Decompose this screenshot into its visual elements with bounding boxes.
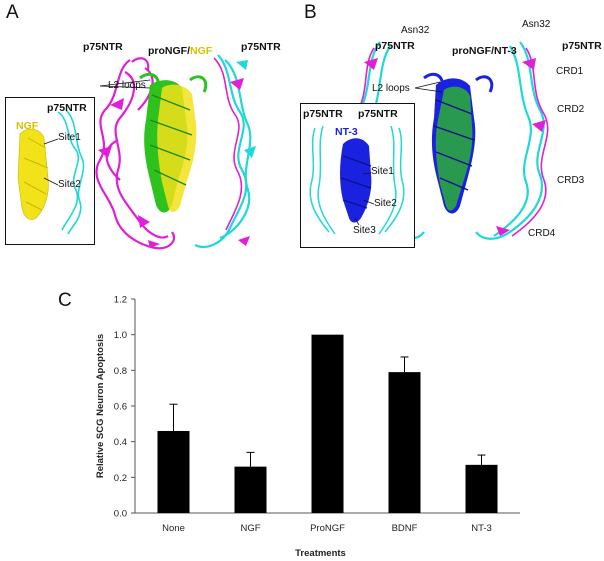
p75-right-chain [194, 54, 252, 248]
panel-a-inset-leaders [43, 138, 59, 186]
x-category-label: None [162, 523, 185, 534]
panel-b-l2-leaders [414, 81, 443, 93]
panel-a-letter: A [6, 2, 19, 23]
y-tick-label: 0.2 [114, 473, 127, 484]
panel-b-asn-left: Asn32 [401, 25, 430, 36]
panel-a-inset-art [17, 109, 85, 235]
panel-a-structure: p75NTR proNGF/NGF p75NTR L2 loops p75NTR… [0, 0, 300, 275]
y-tick-label: 0.6 [114, 402, 127, 413]
p75-right-overlay [213, 57, 243, 231]
panel-b-crd4: CRD4 [528, 228, 556, 239]
panel-b-p75-right: p75NTR [562, 40, 602, 52]
panel-b-inset-leaders [354, 172, 375, 226]
panel-a-complex-post: NGF [190, 45, 213, 57]
panel-a-p75-right-label: p75NTR [241, 41, 281, 53]
panel-a-l2-label: L2 loops [108, 80, 146, 91]
bar [234, 466, 267, 513]
panel-a-inset-site2: Site2 [58, 179, 81, 190]
panel-b-letter: B [304, 2, 317, 23]
panel-a-inset-ngf-label: NGF [16, 120, 39, 132]
x-category-label: BDNF [392, 523, 418, 534]
y-tick-label: 1.2 [114, 295, 127, 306]
panel-b-inset-p75-right: p75NTR [358, 108, 398, 120]
panel-b-l2-label: L2 loops [372, 83, 410, 94]
panel-b-crd3: CRD3 [557, 175, 585, 186]
panel-b-inset-site1: Site1 [371, 166, 394, 177]
bar [465, 464, 498, 513]
panel-b-crd2: CRD2 [557, 104, 585, 115]
x-category-label: NGF [240, 523, 260, 534]
panel-a-inset: p75NTR NGF Site1 Site2 [5, 97, 95, 245]
panel-b-crd1: CRD1 [556, 66, 584, 77]
x-axis-title: Treatments [295, 548, 346, 559]
panel-b-inset-nt3: NT-3 [335, 126, 358, 138]
panel-b-complex: proNGF/NT-3 [452, 45, 517, 57]
panel-b-inset-site2: Site2 [374, 198, 397, 209]
panel-b-inset-site3: Site3 [353, 225, 376, 236]
y-axis-title: Relative SCG Neuron Apoptosis [95, 334, 106, 478]
panel-b-inset-p75-left: p75NTR [303, 108, 343, 120]
y-tick-label: 0.0 [114, 509, 127, 520]
y-tick-label: 0.8 [114, 366, 127, 377]
p75-right-strands [230, 78, 250, 246]
panel-b-structure: Asn32 Asn32 p75NTR proNGF/NT-3 p75NTR L2… [300, 0, 604, 275]
panel-b-inset-art [309, 125, 405, 235]
panel-a-inset-p75-label: p75NTR [47, 102, 87, 114]
panel-b-p75-left: p75NTR [375, 40, 415, 52]
p75-right-cyan-strands [236, 60, 256, 158]
x-category-label: ProNGF [310, 523, 345, 534]
panel-a-ribbon-art [95, 54, 256, 250]
panel-a-inset-site1: Site1 [58, 132, 81, 143]
x-category-label: NT-3 [471, 523, 492, 534]
panel-c-letter: C [58, 290, 72, 311]
panel-a-l2-leaders [99, 79, 151, 89]
bar [311, 334, 344, 513]
p75-left-strands [98, 98, 160, 248]
panel-b-inset: p75NTR p75NTR NT-3 Site1 Site2 Site3 [300, 103, 415, 248]
panel-b-ribbon-art [351, 41, 549, 240]
bar [157, 430, 190, 513]
panel-b-asn-right: Asn32 [522, 19, 551, 30]
panel-a-complex-pre: proNGF/ [148, 45, 190, 57]
panel-a-complex-label: proNGF/NGF [148, 45, 212, 57]
ngf-dimer [139, 72, 208, 213]
y-tick-label: 0.4 [114, 437, 127, 448]
panel-a-p75-left-label: p75NTR [83, 41, 123, 53]
bar [388, 372, 421, 513]
y-tick-label: 1.0 [114, 330, 127, 341]
